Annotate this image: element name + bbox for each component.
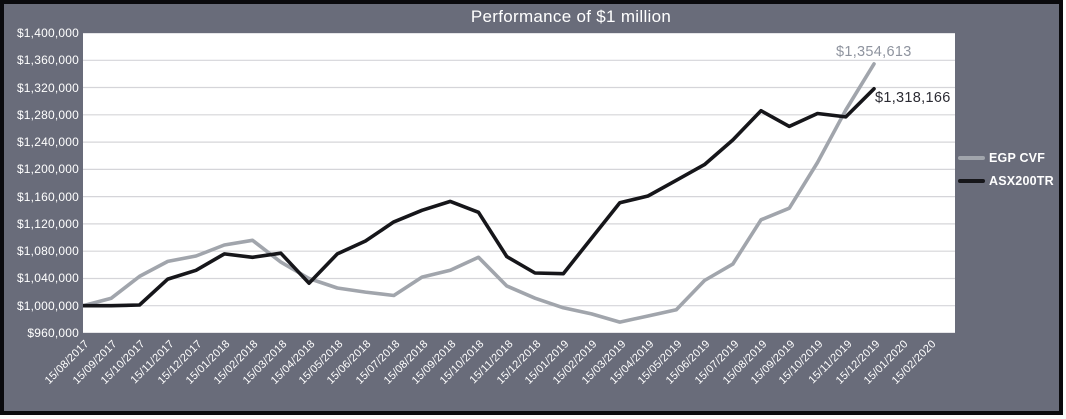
legend-line-swatch (958, 179, 985, 183)
legend-entry-asx200tr: ASX200TR (958, 173, 1054, 189)
y-axis-tick-label: $1,120,000 (16, 216, 79, 231)
legend-entry-egp-cvf: EGP CVF (958, 150, 1054, 166)
series-line-asx200tr (83, 86, 876, 308)
plot-svg (83, 33, 955, 333)
chart-title: Performance of $1 million (470, 7, 672, 26)
y-axis-tick-label: $960,000 (27, 326, 79, 340)
asx-final-value-label: $1,318,166 (875, 90, 951, 106)
plot-area (83, 33, 955, 333)
legend-label: EGP CVF (989, 151, 1046, 165)
legend-line-swatch (958, 156, 985, 160)
y-axis-tick-label: $1,400,000 (16, 26, 79, 40)
y-axis-tick-label: $1,240,000 (16, 135, 79, 150)
y-axis-tick-label: $1,160,000 (16, 189, 79, 204)
y-axis-tick-label: $1,320,000 (16, 80, 79, 95)
chart-legend: EGP CVF ASX200TR (958, 150, 1054, 196)
y-axis-tick-label: $1,000,000 (16, 298, 79, 313)
series-line-egp-cvf (83, 62, 876, 324)
y-axis-tick-label: $1,200,000 (16, 162, 79, 177)
y-axis-tick-label: $1,280,000 (16, 107, 79, 122)
y-axis-tick-label: $1,360,000 (16, 53, 79, 68)
y-axis-tick-label: $1,040,000 (16, 271, 79, 286)
y-axis-tick-label: $1,080,000 (16, 244, 79, 259)
legend-label: ASX200TR (989, 174, 1054, 188)
egp-final-value-label: $1,354,613 (836, 44, 912, 60)
